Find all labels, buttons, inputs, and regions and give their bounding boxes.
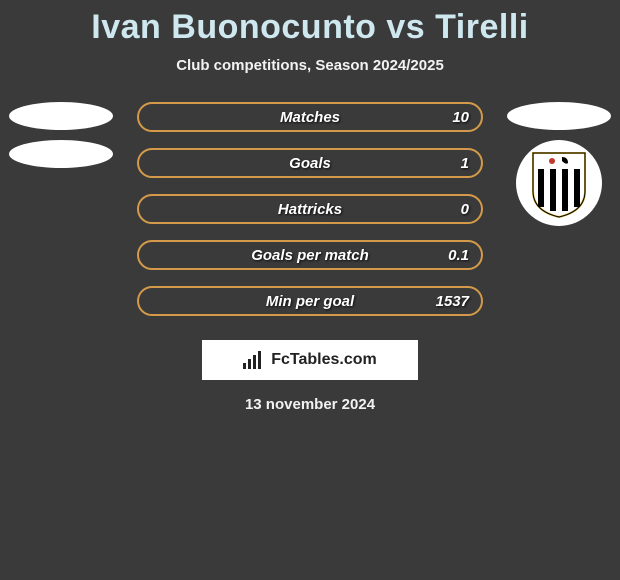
stat-bar: Min per goal 1537	[137, 286, 483, 316]
stat-value-right: 10	[452, 109, 469, 126]
stat-bar: Goals 1	[137, 148, 483, 178]
branding-box: FcTables.com	[202, 340, 418, 380]
page-title: Ivan Buonocunto vs Tirelli	[0, 0, 620, 47]
date-label: 13 november 2024	[0, 396, 620, 413]
stat-label: Goals per match	[251, 247, 369, 264]
shield-icon	[528, 147, 590, 219]
left-slot-2	[9, 140, 113, 168]
bars-icon	[243, 351, 265, 369]
stat-value-right: 0	[461, 201, 469, 218]
right-column	[504, 102, 614, 226]
stat-bar: Matches 10	[137, 102, 483, 132]
branding-label: FcTables.com	[271, 351, 377, 369]
right-slot-1	[507, 102, 611, 130]
stat-value-right: 1	[461, 155, 469, 172]
stat-value-right: 1537	[436, 293, 469, 310]
stat-label: Min per goal	[266, 293, 354, 310]
stat-bar: Goals per match 0.1	[137, 240, 483, 270]
left-column	[6, 102, 116, 168]
stat-label: Goals	[289, 155, 331, 172]
club-badge	[516, 140, 602, 226]
stat-label: Matches	[280, 109, 340, 126]
stat-bar: Hattricks 0	[137, 194, 483, 224]
stat-bars: Matches 10 Goals 1 Hattricks 0 Goals per…	[137, 102, 483, 316]
stat-value-right: 0.1	[448, 247, 469, 264]
left-slot-1	[9, 102, 113, 130]
subtitle: Club competitions, Season 2024/2025	[0, 57, 620, 74]
comparison-content: Matches 10 Goals 1 Hattricks 0 Goals per…	[0, 102, 620, 413]
stat-label: Hattricks	[278, 201, 342, 218]
